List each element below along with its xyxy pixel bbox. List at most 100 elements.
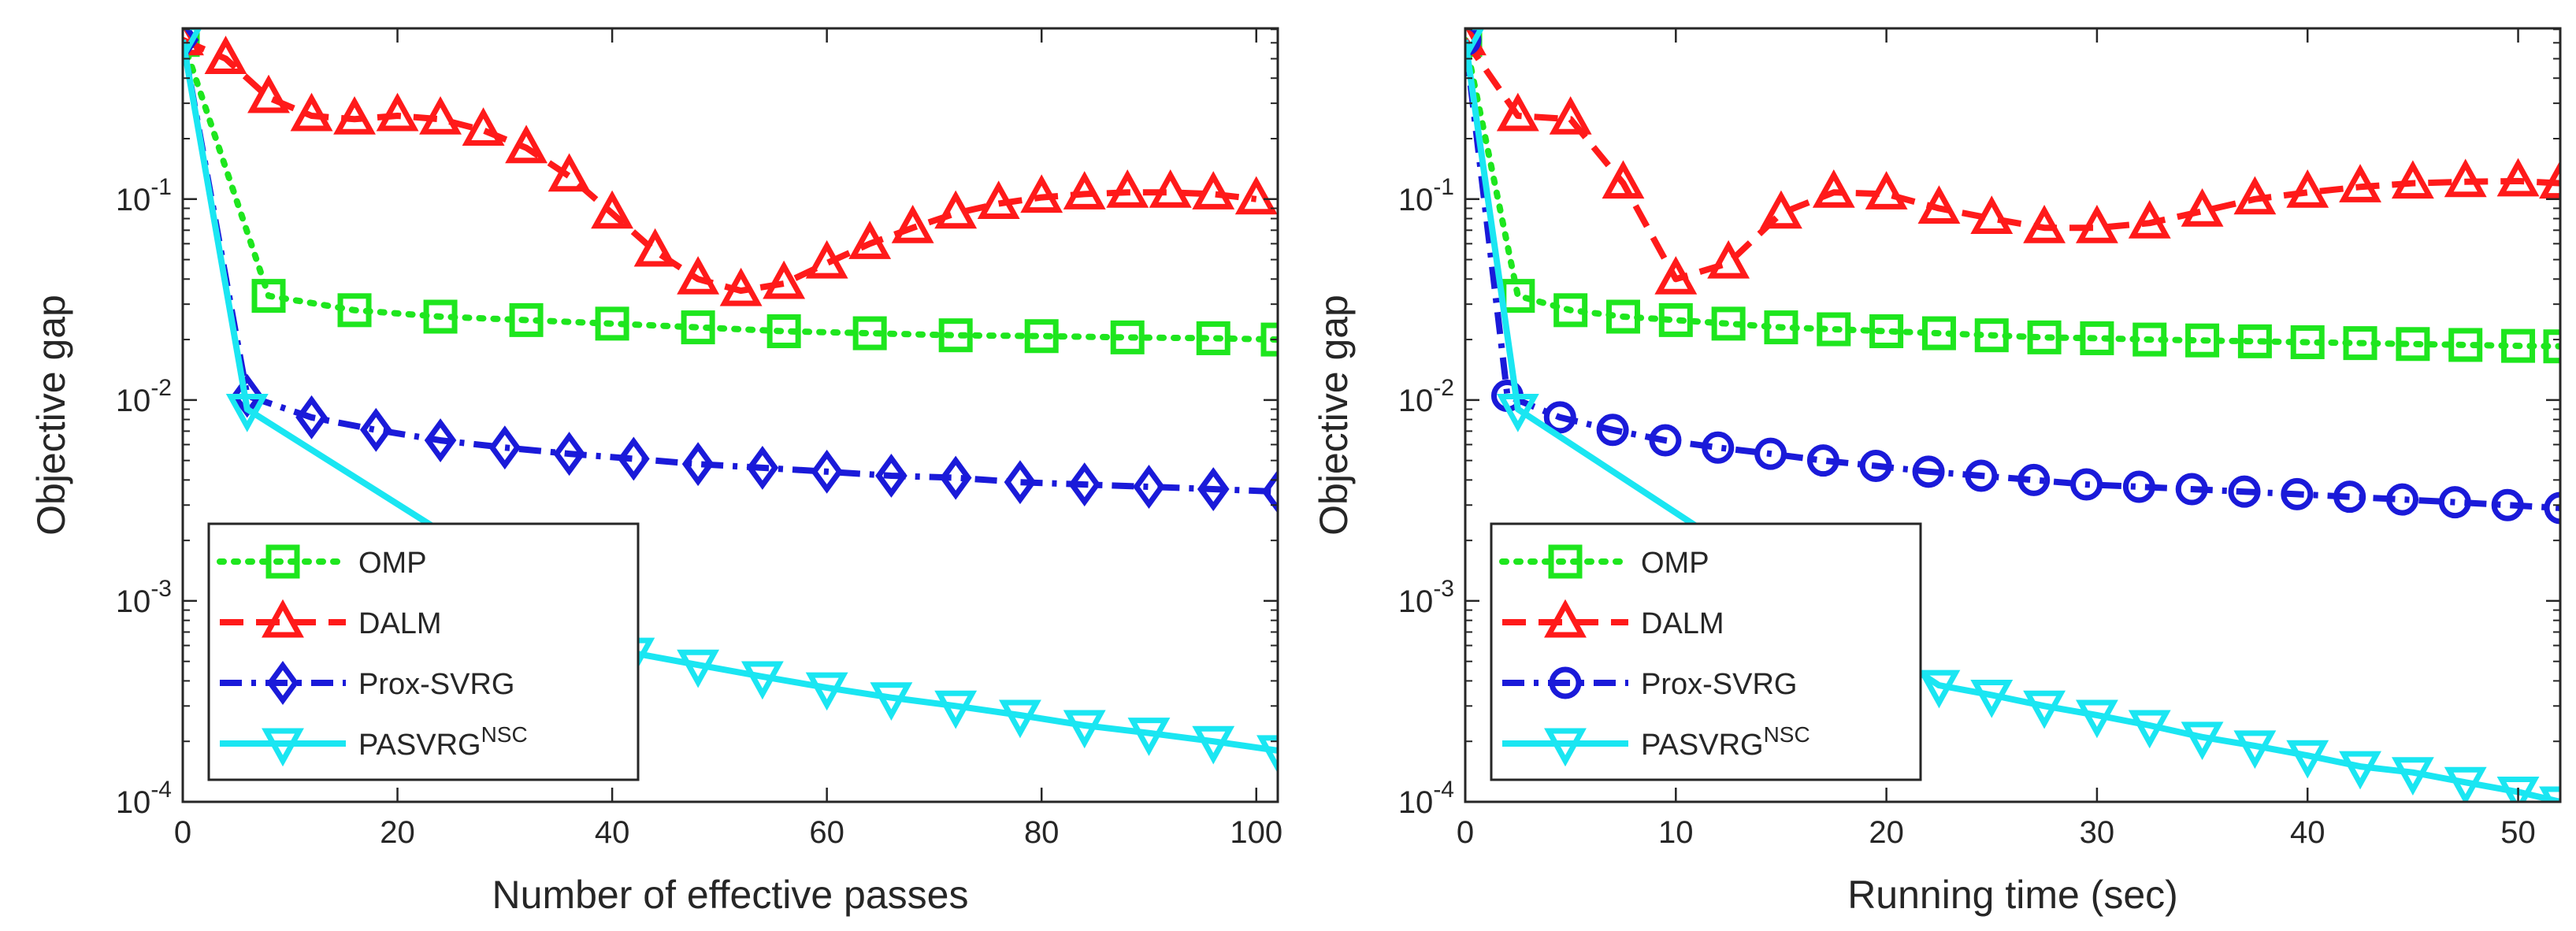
data-point <box>2023 204 2066 243</box>
data-point <box>2496 158 2540 197</box>
data-point <box>1133 465 1165 509</box>
data-point <box>1192 171 1235 210</box>
data-point <box>2027 320 2062 354</box>
legend: OMP DALM Prox-SVRG PASVRGNSC <box>1490 522 1922 781</box>
data-point <box>938 318 973 353</box>
legend-label: PASVRGNSC <box>358 722 528 762</box>
legend-entry-pasvrg: PASVRGNSC <box>1502 722 1810 767</box>
data-point <box>1024 319 1059 354</box>
series-omp <box>1465 28 2560 364</box>
x-tick-label: 40 <box>2290 815 2325 850</box>
x-tick-label: 30 <box>2080 815 2115 850</box>
data-point <box>2185 323 2220 358</box>
data-point <box>811 449 843 494</box>
data-point <box>1020 174 1063 213</box>
data-point <box>934 690 978 729</box>
data-point <box>1192 725 1235 765</box>
data-point <box>2017 463 2051 496</box>
series-prox-svrg <box>183 28 1278 514</box>
legend-marker <box>1548 544 1583 579</box>
x-axis-label: Number of effective passes <box>492 873 969 917</box>
data-point <box>2444 766 2487 802</box>
data-point <box>2128 710 2171 749</box>
data-point <box>1869 314 1904 349</box>
data-point <box>1912 455 1945 488</box>
x-tick-label: 50 <box>2500 815 2536 850</box>
y-axis-label: Objective gap <box>1312 295 1356 536</box>
data-point <box>1553 293 1588 328</box>
data-point <box>1711 306 1746 341</box>
data-point <box>2444 158 2487 198</box>
series-pasvrg <box>1465 28 2560 802</box>
data-point <box>1063 171 1106 210</box>
data-point <box>1917 670 1961 709</box>
data-point <box>553 432 585 477</box>
data-point <box>1921 316 1956 351</box>
data-point <box>1261 469 1278 514</box>
data-point <box>509 302 544 337</box>
data-point <box>2233 730 2277 770</box>
data-point <box>1543 401 1576 434</box>
data-point <box>1965 459 1998 492</box>
data-point <box>2281 477 2314 510</box>
legend-entry-dalm: DALM <box>1502 599 1724 640</box>
data-point <box>505 124 548 164</box>
x-tick-label: 0 <box>174 815 191 850</box>
data-point <box>934 190 978 229</box>
data-point <box>1806 444 1839 477</box>
data-point <box>247 74 290 113</box>
data-point <box>2396 327 2430 362</box>
data-point <box>2175 473 2208 506</box>
data-point <box>2343 326 2377 361</box>
data-point <box>2339 164 2381 202</box>
data-point <box>595 306 629 341</box>
series-line <box>1465 38 2560 283</box>
data-point <box>891 204 934 243</box>
data-point <box>2122 470 2155 503</box>
data-point <box>1859 450 1892 483</box>
x-tick-label: 80 <box>1024 815 1060 850</box>
data-point <box>1196 321 1230 355</box>
y-axis-label: Objective gap <box>29 295 73 536</box>
data-point <box>2070 468 2103 501</box>
data-point <box>2448 328 2483 362</box>
data-point <box>2491 488 2524 521</box>
legend-marker <box>262 599 304 638</box>
data-point <box>1970 195 2014 235</box>
data-point <box>1127 718 1171 756</box>
data-point <box>766 314 801 349</box>
data-point <box>875 454 908 498</box>
legend-entry-omp: OMP <box>217 544 427 580</box>
data-point <box>852 316 887 351</box>
data-point <box>2543 329 2560 364</box>
data-point <box>1496 92 1539 132</box>
data-point <box>1764 310 1798 345</box>
data-point <box>251 279 286 313</box>
data-point <box>681 442 715 487</box>
legend-marker <box>1544 599 1587 638</box>
data-point <box>2286 169 2329 208</box>
data-point <box>591 190 634 229</box>
y-axis: 10-4 10-3 10-2 10-1 <box>1398 174 2560 820</box>
data-point <box>741 661 784 700</box>
data-point <box>677 256 720 295</box>
data-point <box>183 28 199 62</box>
x-axis: 0 10 20 30 40 50 <box>1457 28 2536 850</box>
legend-entry-dalm: DALM <box>220 599 442 640</box>
data-point <box>204 35 247 75</box>
data-point <box>2132 322 2167 357</box>
data-point <box>376 92 419 132</box>
data-point <box>2080 321 2114 355</box>
data-point <box>423 299 458 334</box>
data-point <box>1605 299 1640 334</box>
data-point <box>183 28 202 63</box>
data-point <box>1110 320 1145 354</box>
legend-label: DALM <box>358 607 442 640</box>
legend-label: Prox-SVRG <box>1641 668 1797 701</box>
data-point <box>1106 169 1149 208</box>
data-point <box>1917 185 1961 224</box>
data-point <box>1004 460 1037 505</box>
data-point <box>1970 679 2014 718</box>
data-point <box>977 180 1020 219</box>
x-tick-label: 10 <box>1658 815 1694 850</box>
